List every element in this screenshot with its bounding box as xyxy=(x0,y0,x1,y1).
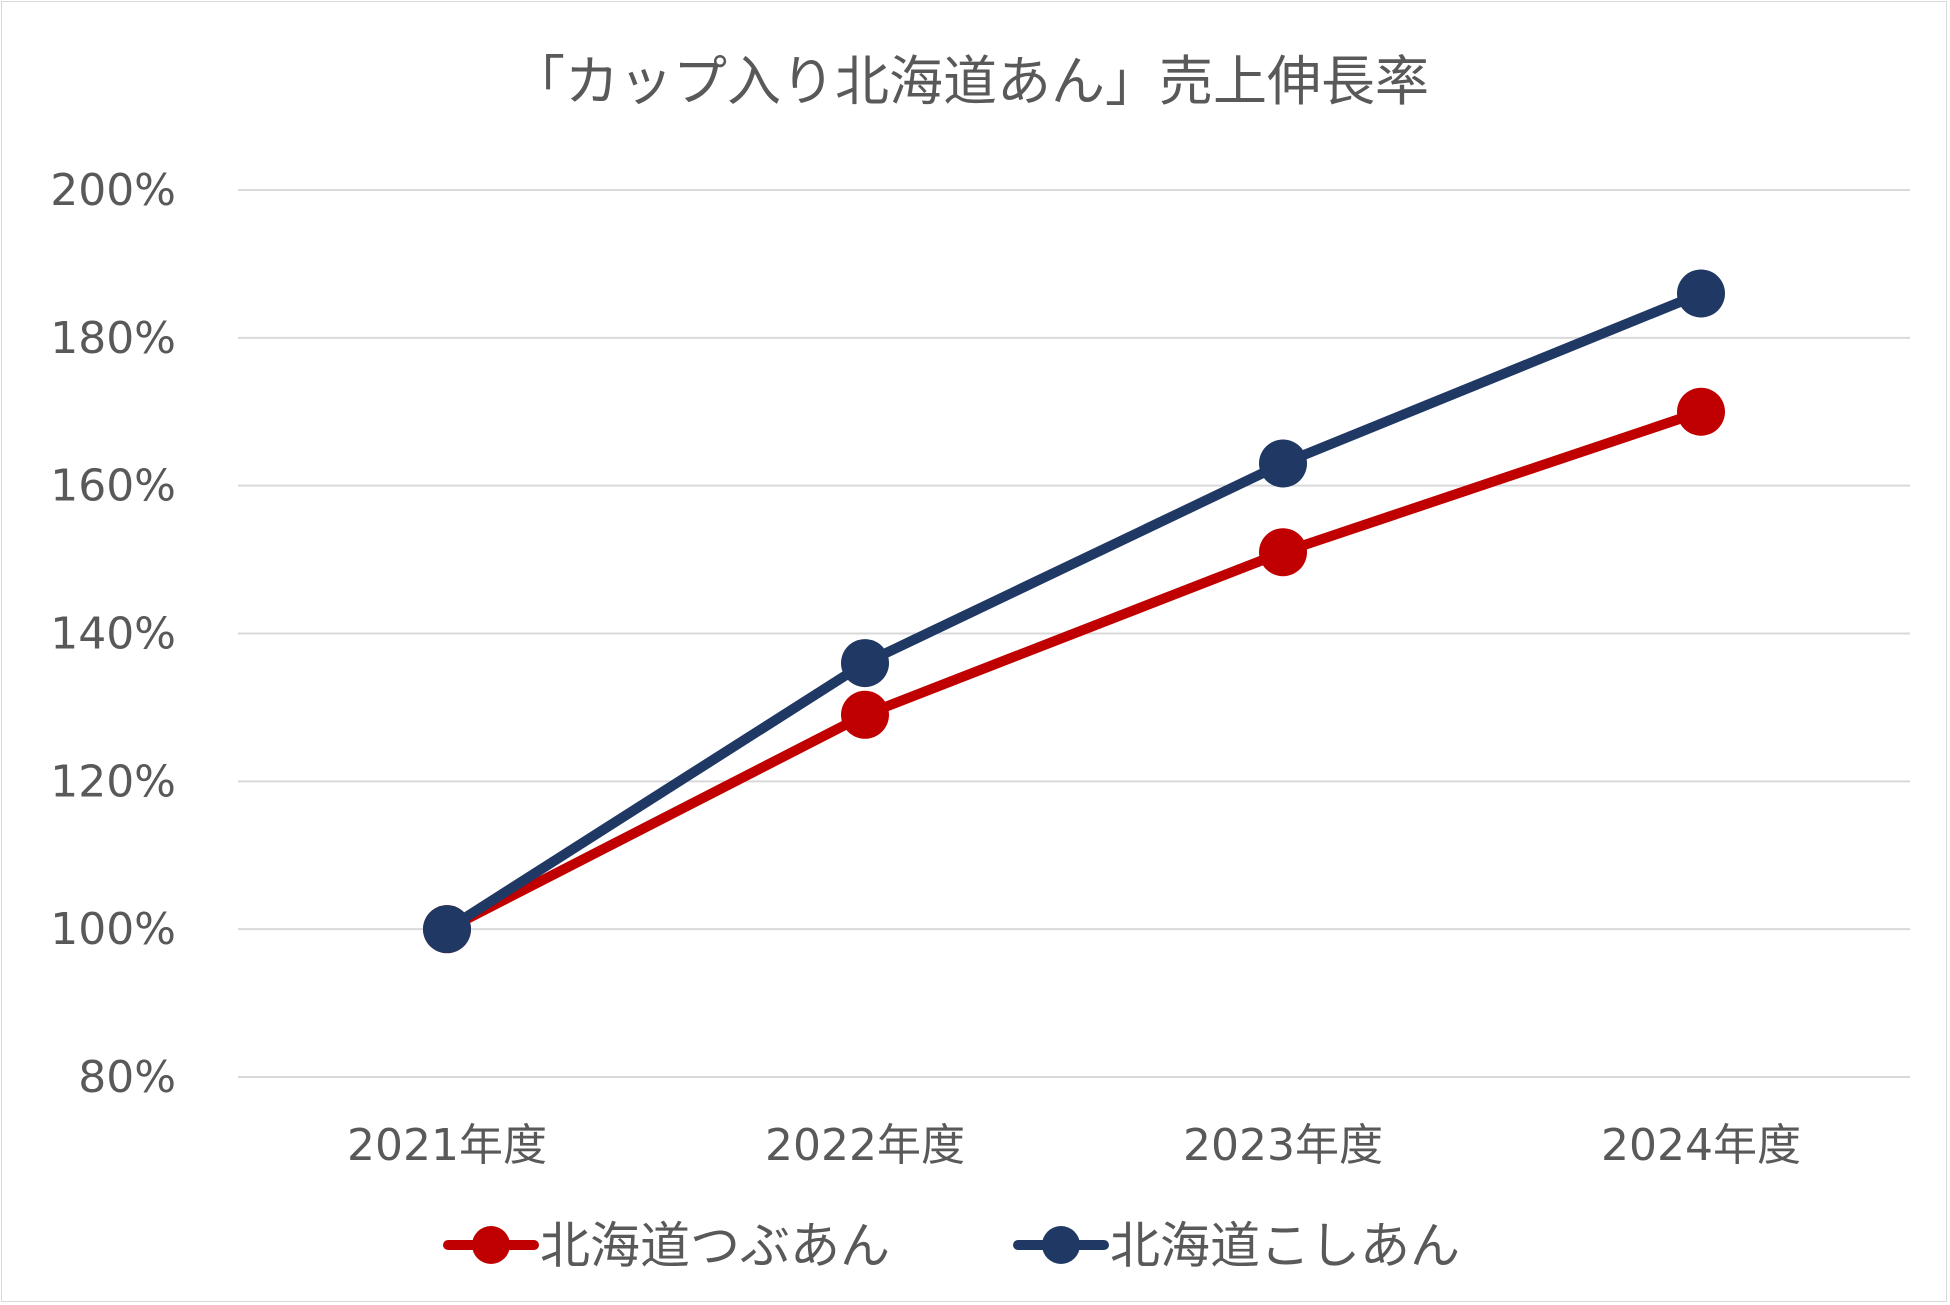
x-tick-label: 2024年度 xyxy=(1601,1120,1801,1171)
y-tick-label: 80% xyxy=(78,1052,176,1103)
y-tick-label: 140% xyxy=(50,609,176,660)
x-tick-label: 2022年度 xyxy=(765,1120,965,1171)
chart-title: 「カップ入り北海道あん」売上伸長率 xyxy=(511,50,1429,113)
legend-label: 北海道つぶあん xyxy=(540,1217,890,1275)
x-tick-label: 2023年度 xyxy=(1183,1120,1383,1171)
x-tick-label: 2021年度 xyxy=(347,1120,547,1171)
y-axis-ticks: 80% 100% 120% 140% 160% 180% 200% xyxy=(50,165,176,1103)
series-koshian xyxy=(423,269,1725,954)
data-point xyxy=(841,690,889,739)
legend-item: 北海道こしあん xyxy=(1013,1217,1460,1275)
gridlines xyxy=(238,189,1910,1078)
legend-item: 北海道つぶあん xyxy=(443,1217,890,1275)
y-tick-label: 120% xyxy=(50,756,176,807)
legend-swatch-marker xyxy=(1042,1226,1080,1264)
x-axis-ticks: 2021年度 2022年度 2023年度 2024年度 xyxy=(347,1120,1801,1171)
legend-swatch-marker xyxy=(472,1226,510,1264)
legend-label: 北海道こしあん xyxy=(1110,1217,1460,1275)
y-tick-label: 180% xyxy=(50,313,176,364)
y-tick-label: 100% xyxy=(50,904,176,955)
series-line xyxy=(442,288,1706,935)
data-point xyxy=(1259,439,1307,488)
series-line xyxy=(442,406,1706,935)
data-point xyxy=(1259,528,1307,577)
series-tsubuan xyxy=(423,387,1725,954)
data-point xyxy=(1677,387,1725,436)
y-tick-label: 160% xyxy=(50,461,176,512)
y-tick-label: 200% xyxy=(50,165,176,216)
data-point xyxy=(423,905,471,954)
data-point xyxy=(1677,269,1725,318)
series-group xyxy=(423,269,1725,954)
data-point xyxy=(841,639,889,688)
legend: 北海道つぶあん 北海道こしあん xyxy=(443,1217,1460,1275)
